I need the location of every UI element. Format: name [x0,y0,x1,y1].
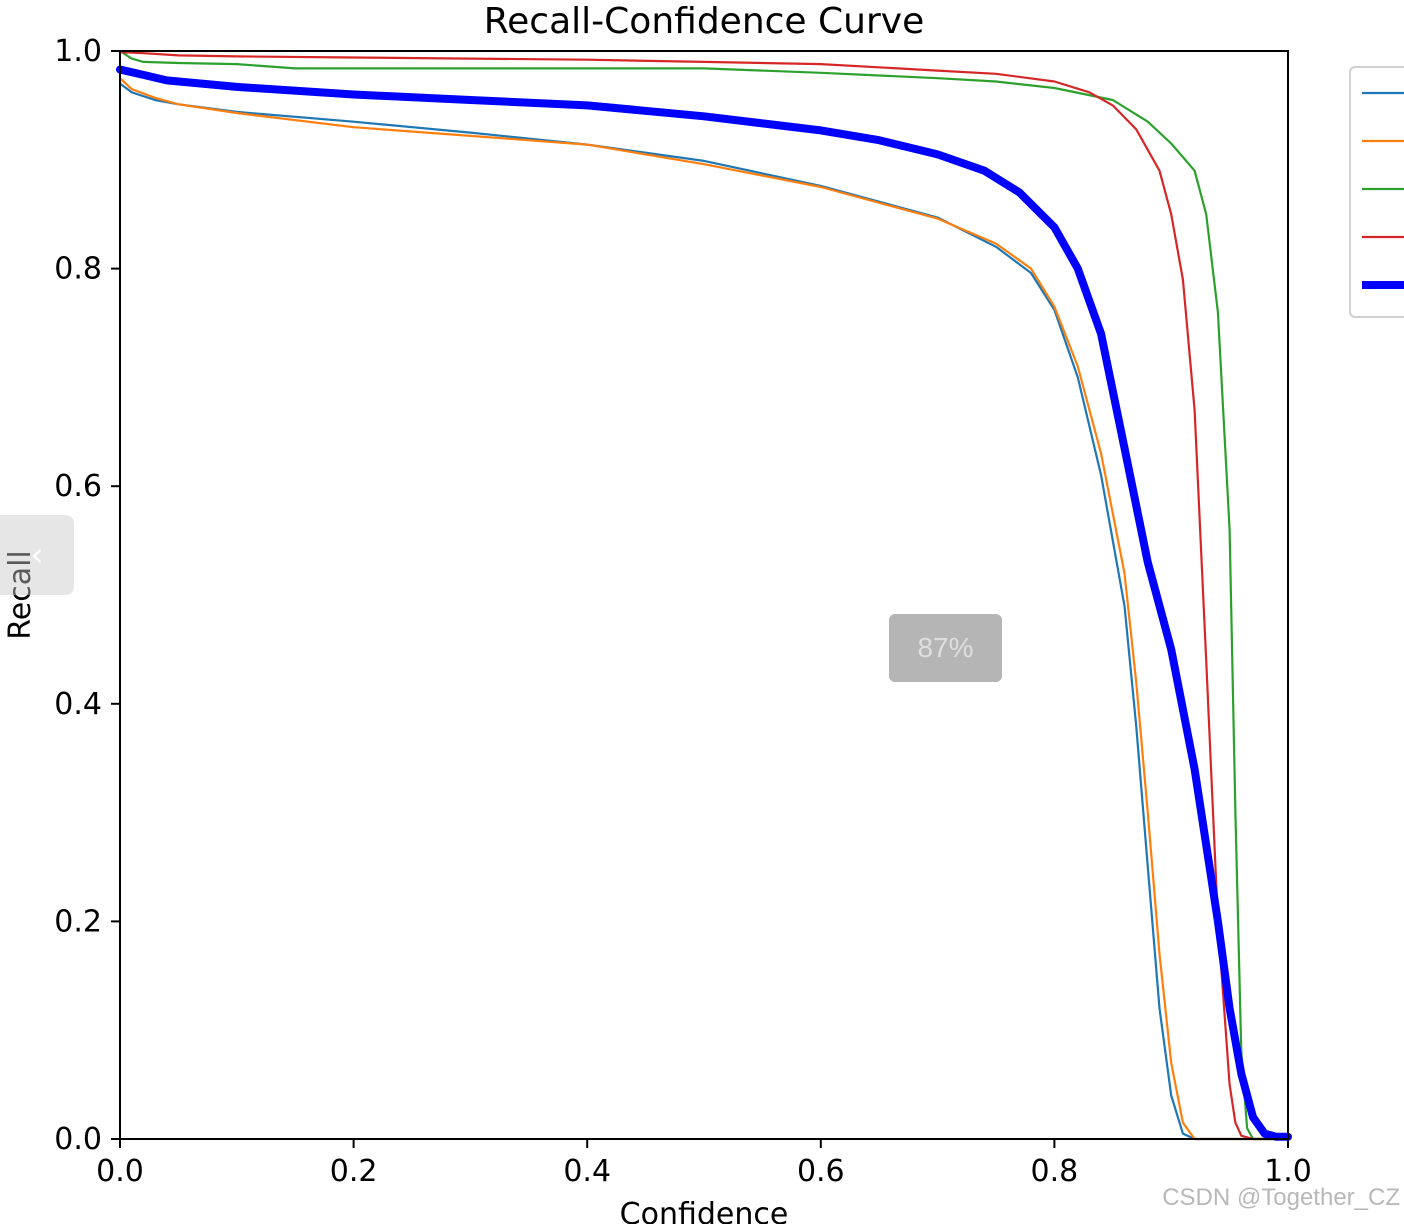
chevron-left-icon[interactable]: ‹ [0,515,74,595]
watermark-text: CSDN @Together_CZ [1162,1184,1400,1211]
x-tick-label: 1.0 [1264,1154,1312,1189]
x-axis-label: Confidence [620,1197,789,1224]
zoom-level-badge: 87% [889,614,1002,682]
y-tick-label: 0.6 [54,469,102,504]
y-axis-label: Recall [3,550,38,640]
x-tick-label: 0.0 [96,1154,144,1189]
series-line-1 [118,82,1290,1141]
chart-title: Recall-Confidence Curve [484,1,924,42]
x-tick-label: 0.2 [330,1154,378,1189]
series-layer [116,49,1292,1141]
legend [1349,66,1404,318]
axis-ticks: 0.0 0.2 0.4 0.6 0.8 1.0 0.0 0.2 0.4 0.6 0.8 1.0 [54,34,1312,1189]
x-tick-label: 0.6 [797,1154,845,1189]
y-tick-label: 0.8 [54,252,102,287]
series-line-5 [116,65,1292,1141]
series-line-3 [118,49,1290,1141]
legend-box [1349,66,1404,318]
plot-frame [119,50,1289,1140]
y-tick-label: 1.0 [54,34,102,69]
series-line-4 [118,50,1290,1141]
x-tick-label: 0.4 [563,1154,611,1189]
y-tick-label: 0.4 [54,687,102,722]
series-line-2 [118,77,1290,1141]
y-tick-label: 0.0 [54,1122,102,1157]
y-tick-label: 0.2 [54,904,102,939]
x-tick-label: 0.8 [1031,1154,1079,1189]
